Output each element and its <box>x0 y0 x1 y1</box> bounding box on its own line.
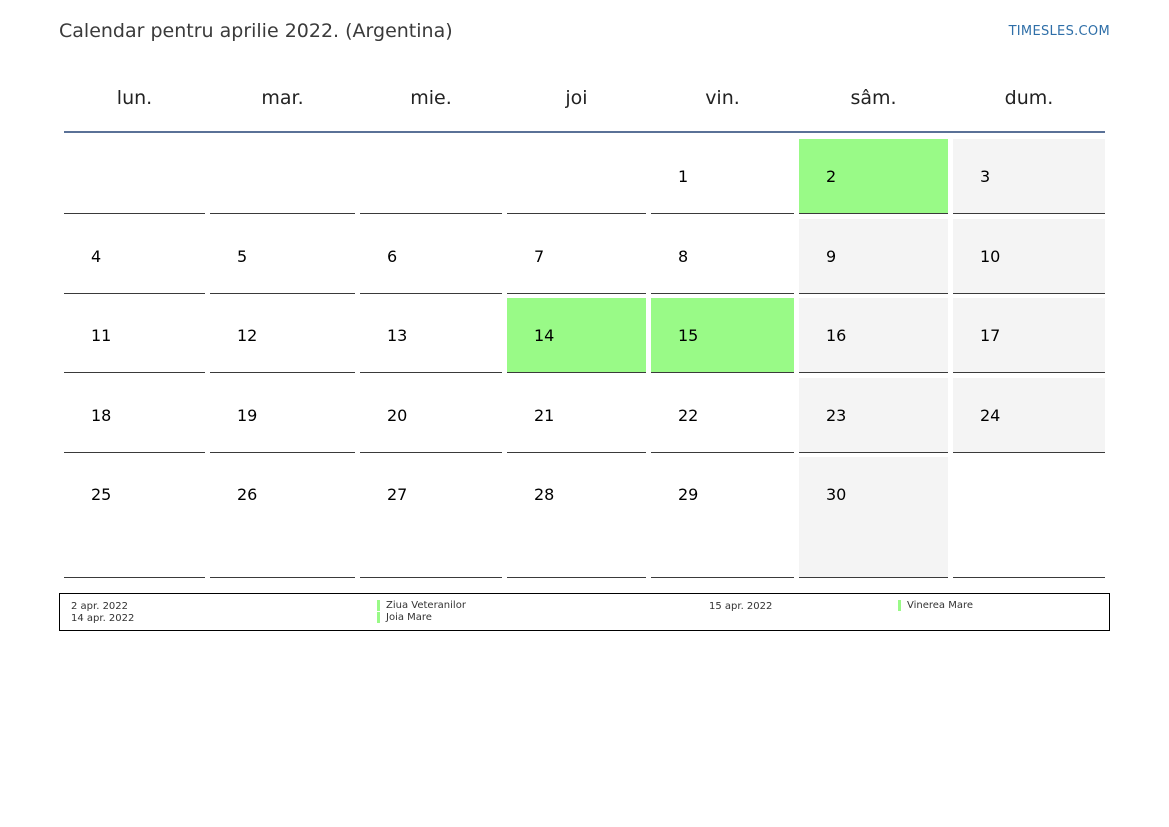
day-number: 22 <box>678 406 699 425</box>
day-number: 10 <box>980 247 1001 266</box>
day-number: 3 <box>980 167 991 186</box>
day-number: 23 <box>826 406 847 425</box>
legend-holiday-name: Ziua Veteranilor <box>377 600 466 611</box>
header-divider <box>64 131 1105 133</box>
day-cell[interactable]: 24 <box>953 378 1105 453</box>
day-number: 4 <box>91 247 102 266</box>
day-number: 25 <box>91 485 112 504</box>
day-number: 7 <box>534 247 545 266</box>
day-number: 17 <box>980 326 1001 345</box>
day-number: 14 <box>534 326 555 345</box>
weekday-label: sâm. <box>850 87 897 109</box>
day-number: 24 <box>980 406 1001 425</box>
weekday-label: mie. <box>410 87 452 109</box>
day-cell[interactable]: 18 <box>64 378 205 453</box>
day-number: 12 <box>237 326 258 345</box>
holiday-day-cell[interactable]: 14 <box>507 298 646 373</box>
brand-link[interactable]: TIMESLES.COM <box>1008 24 1110 39</box>
holiday-legend: 2 apr. 2022 Ziua Veteranilor 14 apr. 202… <box>59 593 1110 631</box>
day-number: 20 <box>387 406 408 425</box>
day-cell[interactable]: 22 <box>651 378 794 453</box>
weekday-label: joi <box>565 87 588 109</box>
day-number: 21 <box>534 406 555 425</box>
day-number: 19 <box>237 406 258 425</box>
day-number: 2 <box>826 167 837 186</box>
day-number: 5 <box>237 247 248 266</box>
page-title: Calendar pentru aprilie 2022. (Argentina… <box>59 20 453 42</box>
legend-holiday-name: Joia Mare <box>377 612 432 623</box>
day-number: 29 <box>678 485 699 504</box>
holiday-day-cell[interactable]: 15 <box>651 298 794 373</box>
day-number: 15 <box>678 326 699 345</box>
legend-date: 2 apr. 2022 <box>71 601 129 612</box>
day-cell[interactable]: 12 <box>210 298 355 373</box>
empty-day-cell <box>953 457 1105 578</box>
holiday-day-cell[interactable]: 2 <box>799 139 948 214</box>
day-cell[interactable]: 5 <box>210 219 355 294</box>
day-cell[interactable]: 9 <box>799 219 948 294</box>
day-number: 1 <box>678 167 689 186</box>
day-cell[interactable]: 17 <box>953 298 1105 373</box>
day-cell[interactable]: 26 <box>210 457 355 578</box>
day-cell[interactable]: 7 <box>507 219 646 294</box>
day-number: 16 <box>826 326 847 345</box>
weekday-label: lun. <box>116 87 153 109</box>
day-number: 30 <box>826 485 847 504</box>
weekday-label: dum. <box>1004 87 1054 109</box>
day-cell[interactable]: 6 <box>360 219 502 294</box>
legend-date: 14 apr. 2022 <box>71 613 135 624</box>
legend-holiday-name: Vinerea Mare <box>898 600 973 611</box>
day-cell[interactable]: 1 <box>651 139 794 214</box>
day-cell[interactable]: 8 <box>651 219 794 294</box>
day-cell[interactable]: 11 <box>64 298 205 373</box>
empty-day-cell <box>210 139 355 214</box>
day-cell[interactable]: 16 <box>799 298 948 373</box>
day-cell[interactable]: 13 <box>360 298 502 373</box>
day-cell[interactable]: 28 <box>507 457 646 578</box>
weekday-label: vin. <box>705 87 740 109</box>
day-cell[interactable]: 20 <box>360 378 502 453</box>
day-cell[interactable]: 27 <box>360 457 502 578</box>
empty-day-cell <box>507 139 646 214</box>
day-number: 11 <box>91 326 112 345</box>
day-cell[interactable]: 25 <box>64 457 205 578</box>
day-number: 26 <box>237 485 258 504</box>
day-number: 27 <box>387 485 408 504</box>
day-cell[interactable]: 3 <box>953 139 1105 214</box>
day-number: 13 <box>387 326 408 345</box>
day-cell[interactable]: 10 <box>953 219 1105 294</box>
day-cell[interactable]: 23 <box>799 378 948 453</box>
day-cell[interactable]: 4 <box>64 219 205 294</box>
day-cell[interactable]: 21 <box>507 378 646 453</box>
day-number: 28 <box>534 485 555 504</box>
day-number: 18 <box>91 406 112 425</box>
weekday-label: mar. <box>261 87 304 109</box>
day-cell[interactable]: 30 <box>799 457 948 578</box>
day-number: 9 <box>826 247 837 266</box>
day-cell[interactable]: 19 <box>210 378 355 453</box>
empty-day-cell <box>360 139 502 214</box>
empty-day-cell <box>64 139 205 214</box>
day-number: 8 <box>678 247 689 266</box>
legend-date: 15 apr. 2022 <box>709 601 773 612</box>
day-number: 6 <box>387 247 398 266</box>
day-cell[interactable]: 29 <box>651 457 794 578</box>
